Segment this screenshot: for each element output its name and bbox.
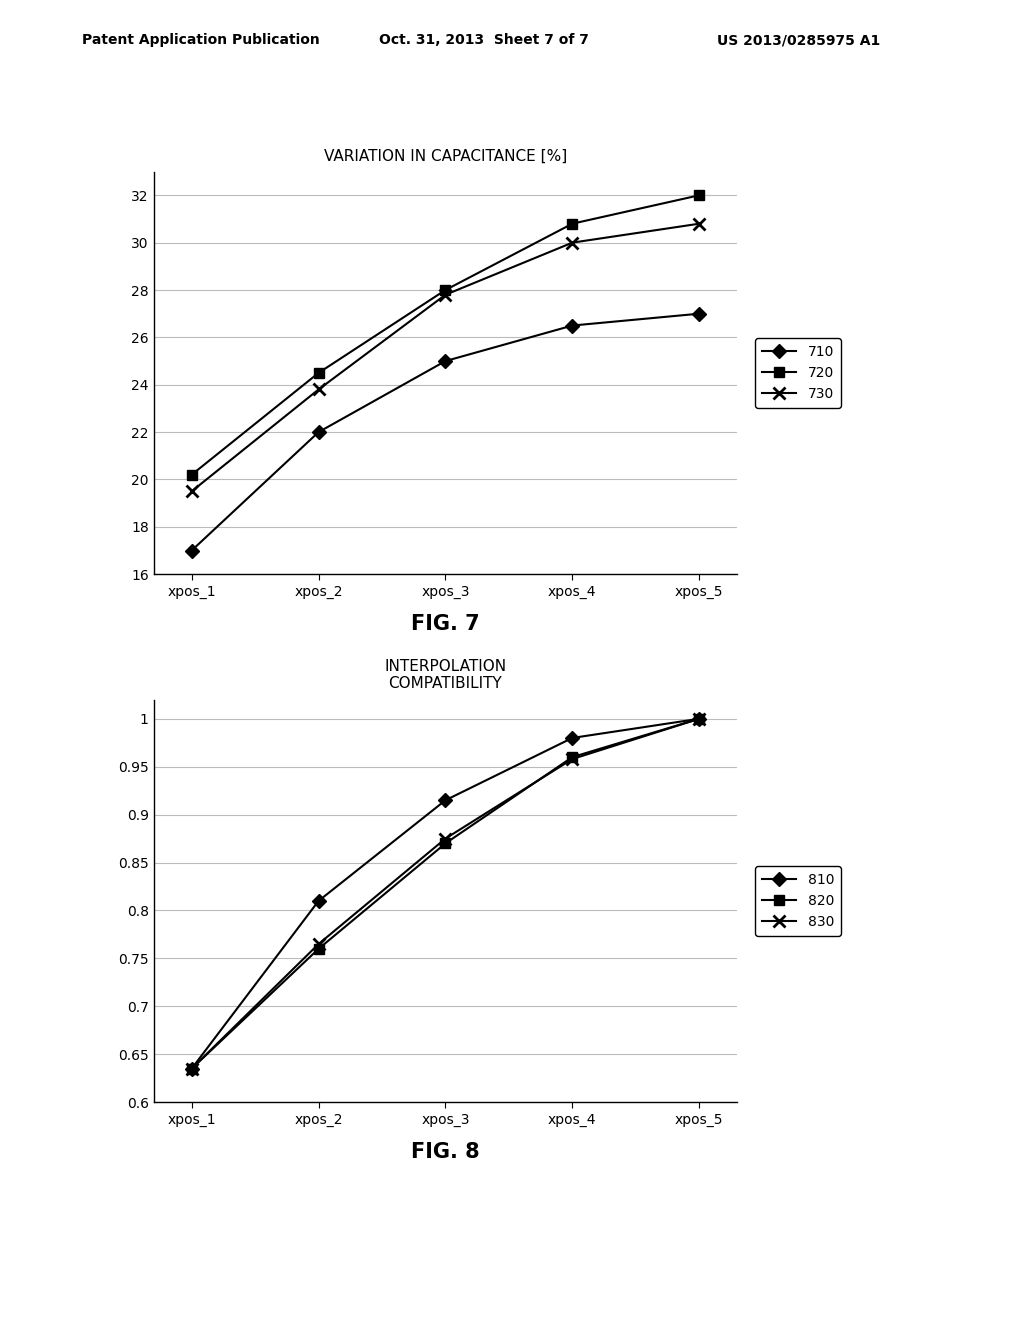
810 (439, 792, 452, 808)
730 (312, 381, 325, 397)
820 (439, 836, 452, 851)
830 (312, 936, 325, 952)
Text: US 2013/0285975 A1: US 2013/0285975 A1 (717, 33, 880, 48)
Line: 710: 710 (186, 309, 705, 556)
Title: VARIATION IN CAPACITANCE [%]: VARIATION IN CAPACITANCE [%] (324, 148, 567, 164)
Text: FIG. 7: FIG. 7 (411, 614, 480, 634)
Legend: 710, 720, 730: 710, 720, 730 (755, 338, 841, 408)
Title: INTERPOLATION
COMPATIBILITY: INTERPOLATION COMPATIBILITY (384, 659, 507, 692)
810 (312, 894, 325, 909)
820 (185, 1061, 198, 1077)
720 (693, 187, 706, 203)
830 (439, 830, 452, 846)
Line: 730: 730 (185, 218, 706, 498)
830 (566, 751, 579, 767)
710 (566, 318, 579, 334)
720 (439, 282, 452, 298)
830 (693, 711, 706, 727)
Line: 830: 830 (185, 713, 706, 1074)
710 (439, 354, 452, 370)
Line: 820: 820 (186, 714, 705, 1073)
820 (566, 750, 579, 766)
810 (566, 730, 579, 746)
730 (566, 235, 579, 251)
Legend: 810, 820, 830: 810, 820, 830 (755, 866, 841, 936)
720 (185, 467, 198, 483)
Text: Oct. 31, 2013  Sheet 7 of 7: Oct. 31, 2013 Sheet 7 of 7 (379, 33, 589, 48)
Line: 810: 810 (186, 714, 705, 1073)
Text: Patent Application Publication: Patent Application Publication (82, 33, 319, 48)
720 (566, 215, 579, 231)
Line: 720: 720 (186, 190, 705, 479)
730 (439, 286, 452, 302)
720 (312, 364, 325, 380)
730 (185, 483, 198, 499)
830 (185, 1061, 198, 1077)
730 (693, 215, 706, 231)
710 (185, 543, 198, 558)
820 (693, 711, 706, 727)
810 (693, 711, 706, 727)
810 (185, 1061, 198, 1077)
710 (312, 424, 325, 440)
Text: FIG. 8: FIG. 8 (411, 1142, 480, 1162)
710 (693, 306, 706, 322)
820 (312, 941, 325, 957)
